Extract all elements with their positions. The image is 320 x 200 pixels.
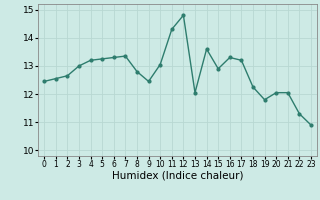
X-axis label: Humidex (Indice chaleur): Humidex (Indice chaleur) bbox=[112, 171, 243, 181]
